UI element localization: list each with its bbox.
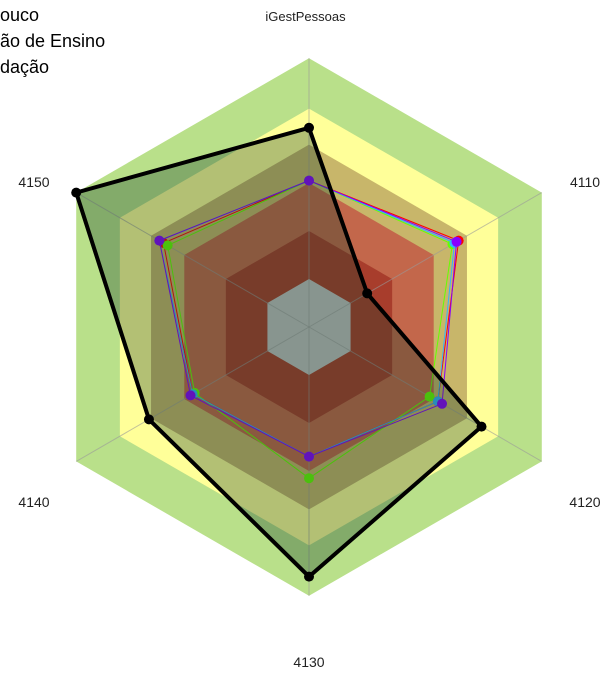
series-2-point-4120	[424, 391, 435, 402]
spoke-4150	[75, 192, 310, 328]
axis-label-4120: 4120	[569, 494, 600, 510]
spoke-4110	[308, 192, 543, 328]
axis-label-4130: 4130	[293, 654, 324, 670]
series-5-point-iGestPessoas	[304, 122, 314, 133]
series-5-point-4120	[476, 421, 487, 432]
series-4-point-4150	[154, 235, 165, 246]
legend-item-2: ão de Ensino	[0, 31, 106, 51]
legend-item-3: dação	[0, 57, 50, 77]
axis-label-4110: 4110	[570, 174, 600, 190]
series-4-point-4140	[185, 390, 196, 401]
series-4-point-4120	[437, 398, 448, 409]
series-5-point-4140	[143, 414, 154, 425]
series-2-point-4130	[304, 473, 314, 484]
series-5-point-4150	[71, 187, 82, 198]
axis-label-4140: 4140	[18, 494, 49, 510]
series-5-point-4110	[362, 288, 373, 299]
chart-title: iGestPessoas	[265, 9, 346, 24]
legend-item-1: ouco	[0, 5, 40, 25]
series-4-point-4130	[304, 451, 314, 462]
series-4-point-iGestPessoas	[304, 175, 314, 186]
axis-label-4150: 4150	[18, 174, 49, 190]
series-2-point-4150	[162, 240, 173, 251]
series-5-point-4130	[304, 571, 314, 582]
series-4-point-4110	[451, 236, 462, 247]
